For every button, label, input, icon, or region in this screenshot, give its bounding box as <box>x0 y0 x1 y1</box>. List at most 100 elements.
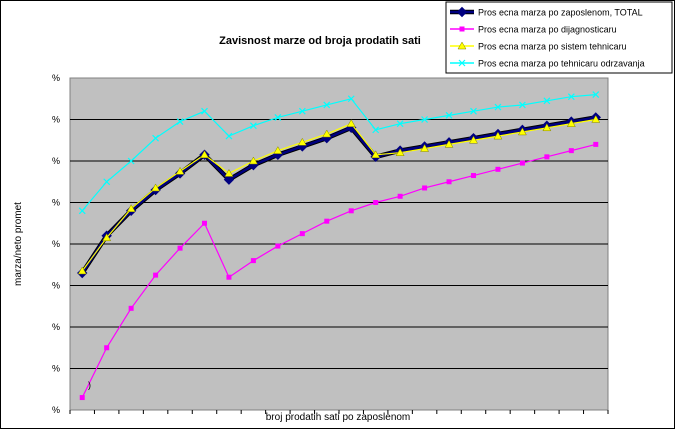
data-point <box>224 168 234 177</box>
data-point <box>493 131 503 140</box>
x-axis-label: broj prodatih sati po zaposlenom <box>266 412 411 423</box>
data-point <box>591 114 601 123</box>
data-point <box>372 126 380 134</box>
data-point <box>422 185 428 191</box>
legend: Pros ecna marza po zaposlenom, TOTAL Pros… <box>445 1 673 74</box>
series-1 <box>79 141 599 401</box>
data-point <box>421 116 429 123</box>
chart-title: Zavisnost marze od broja prodatih sati <box>219 35 421 47</box>
legend-item: Pros ecna marza po sistem tehnicaru <box>450 41 627 52</box>
data-point <box>323 101 331 109</box>
data-point <box>396 120 404 128</box>
data-point <box>495 166 501 172</box>
data-point <box>348 208 354 214</box>
data-point <box>324 218 330 224</box>
data-point <box>459 26 465 32</box>
y-axis-label: marza/neto promet <box>13 202 24 286</box>
chart-annotation: ) <box>88 380 91 390</box>
data-point <box>544 154 550 160</box>
legend-item: Pros ecna marza po dijagnosticaru <box>450 25 617 35</box>
data-point <box>275 243 281 249</box>
data-point <box>226 274 232 280</box>
data-point <box>223 174 235 185</box>
legend-items: Pros ecna marza po zaposlenom, TOTAL Pros… <box>450 6 645 69</box>
series-line <box>81 143 596 398</box>
series-3 <box>78 91 600 215</box>
data-point <box>457 41 467 50</box>
y-tick-label: % <box>52 73 60 83</box>
series-layer <box>77 91 601 401</box>
data-point <box>444 139 454 148</box>
data-point <box>373 200 379 205</box>
data-point <box>469 135 478 144</box>
data-point <box>250 258 256 264</box>
data-point <box>202 220 207 226</box>
data-point <box>592 91 600 99</box>
data-point <box>299 231 305 237</box>
data-point <box>347 95 355 103</box>
y-tick-label: % <box>52 239 60 249</box>
legend-label: Pros ecna marza po zaposlenom, TOTAL <box>478 8 643 18</box>
y-tick-label: % <box>52 405 60 415</box>
data-point <box>519 160 525 166</box>
data-point <box>152 134 160 142</box>
data-point <box>543 97 551 105</box>
data-point <box>517 127 527 136</box>
data-point <box>471 173 476 179</box>
data-point <box>77 266 87 275</box>
data-point <box>175 166 185 175</box>
legend-label: Pros ecna marza po sistem tehnicaru <box>478 42 627 52</box>
data-point <box>128 305 134 311</box>
data-point <box>153 272 159 278</box>
data-point <box>446 179 452 185</box>
y-tick-label: % <box>52 156 60 166</box>
y-tick-label: % <box>52 364 60 374</box>
data-point <box>102 233 112 242</box>
data-point <box>593 141 599 147</box>
data-point <box>542 123 552 132</box>
data-point <box>249 122 257 130</box>
data-point <box>200 150 209 159</box>
data-point <box>177 245 183 251</box>
x-axis-ticks <box>69 410 609 414</box>
data-point <box>126 204 136 212</box>
data-point <box>458 59 466 67</box>
data-point <box>274 114 282 121</box>
data-point <box>104 345 110 351</box>
data-point <box>566 119 576 127</box>
data-point <box>568 148 574 154</box>
legend-item: Pros ecna marza po tehnicaru odrzavanja <box>450 59 645 69</box>
y-tick-label: % <box>52 281 60 291</box>
legend-label: Pros ecna marza po tehnicaru odrzavanja <box>478 59 645 69</box>
data-point <box>518 101 526 109</box>
data-point <box>470 107 477 115</box>
data-point <box>346 119 356 127</box>
data-point <box>176 118 184 125</box>
gridlines <box>70 119 608 369</box>
data-point <box>151 183 161 192</box>
data-point <box>567 93 575 101</box>
legend-item: Pros ecna marza po zaposlenom, TOTAL <box>450 6 643 18</box>
series-line <box>81 116 596 274</box>
series-line <box>81 118 596 272</box>
data-point <box>79 395 85 401</box>
legend-label: Pros ecna marza po dijagnosticaru <box>478 25 617 35</box>
data-point <box>371 150 381 159</box>
data-point <box>297 137 307 146</box>
data-point <box>201 107 208 115</box>
series-line <box>81 94 596 212</box>
data-point <box>225 132 233 140</box>
data-point <box>248 156 258 165</box>
y-tick-label: % <box>52 198 60 208</box>
data-point <box>397 193 403 199</box>
legend-box <box>445 1 673 74</box>
data-point <box>322 129 332 138</box>
series-2 <box>77 114 601 275</box>
data-point <box>420 144 430 152</box>
y-tick-label: % <box>52 115 60 125</box>
data-point <box>494 103 502 111</box>
data-point <box>78 207 86 215</box>
data-point <box>298 107 306 115</box>
data-point <box>103 178 111 186</box>
